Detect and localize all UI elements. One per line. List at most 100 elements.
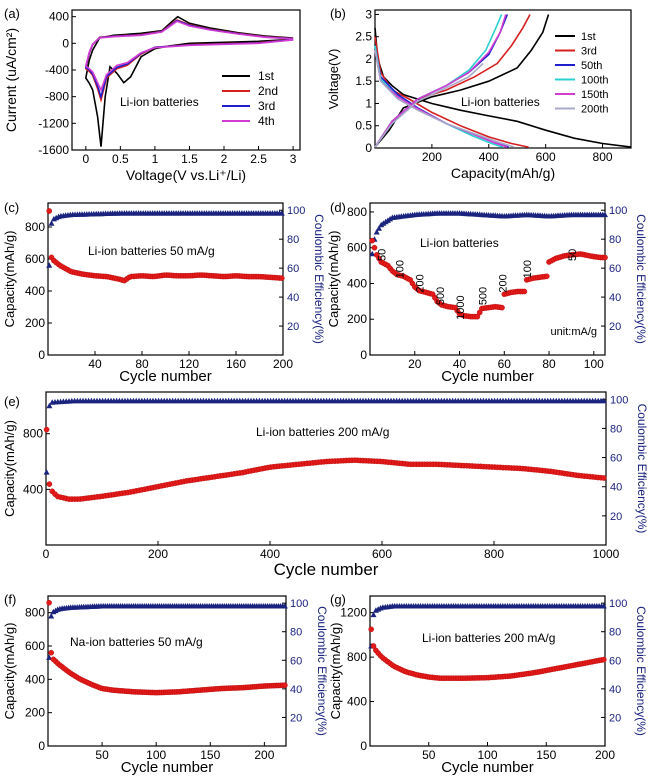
efficiency-marker: [600, 603, 607, 609]
panel-f: (f)50 100 150 200020040060080020406080100Cy…: [2, 592, 329, 776]
rate-label: 200: [498, 274, 510, 292]
rate-label: 100: [522, 260, 534, 278]
y2-axis-label: Coulombic Efficiency(%): [315, 606, 329, 736]
y2-tick-label: 80: [609, 627, 621, 639]
legend-label: 200th: [581, 104, 609, 116]
y-tick-label: 0: [38, 348, 45, 362]
y-tick-label: 2.5: [355, 30, 372, 44]
annotation: Li-ion batteries 50 mA/g: [88, 244, 215, 258]
x-tick-label: 200: [148, 547, 168, 561]
capacity-marker: [43, 426, 50, 433]
x-axis-label: Cycle number: [274, 560, 379, 579]
y2-tick-label: 80: [609, 234, 621, 246]
x-tick-label: 120: [179, 357, 199, 371]
charge-curve-200th: [374, 62, 484, 148]
x-tick-label: 800: [593, 150, 613, 164]
y-tick-label: 0: [360, 739, 367, 753]
legend-label: 1st: [258, 69, 275, 83]
y2-tick-label: 60: [609, 263, 621, 275]
x-tick-label: 100: [477, 748, 497, 762]
efficiency-marker: [48, 613, 55, 619]
y-tick-label: 600: [347, 241, 367, 255]
charge-curve-100th: [374, 14, 503, 148]
x-tick-label: 2.5: [250, 152, 267, 166]
y-axis-label: Capacity(mAh/g): [2, 231, 17, 328]
x-axis-label: Cycle number: [441, 368, 534, 385]
y2-tick-label: 100: [287, 205, 305, 217]
efficiency-marker: [46, 402, 53, 409]
capacity-marker: [499, 304, 505, 311]
plot-frame: [45, 391, 607, 546]
y-tick-label: -1600: [38, 143, 69, 157]
y2-tick-label: 80: [610, 423, 622, 435]
x-tick-label: 60: [498, 357, 512, 371]
y2-tick-label: 60: [610, 453, 622, 465]
x-axis-label: Cycle number: [121, 759, 214, 776]
y-tick-label: 200: [347, 312, 367, 326]
efficiency-marker: [46, 654, 53, 660]
y-tick-label: 400: [25, 672, 45, 686]
x-tick-label: 600: [372, 547, 392, 561]
y-tick-label: 800: [23, 427, 43, 441]
x-tick-label: 40: [453, 357, 467, 371]
x-tick-label: 0.5: [112, 152, 129, 166]
rate-label: 1000: [455, 295, 467, 319]
x-tick-label: 200: [595, 748, 615, 762]
efficiency-marker: [369, 250, 376, 257]
y-axis-label: Capacity(mAh/g): [328, 623, 343, 720]
y2-tick-label: 40: [287, 292, 299, 304]
y-tick-label: 0: [62, 36, 69, 50]
capacity-marker: [282, 682, 288, 689]
y-tick-label: 800: [25, 606, 45, 620]
y2-tick-label: 80: [290, 627, 302, 639]
y-axis-label: Voltage(V): [326, 49, 341, 110]
y2-tick-label: 80: [287, 234, 299, 246]
y-tick-label: 600: [25, 252, 45, 266]
x-axis-label: Capacity(mAh/g): [451, 165, 555, 181]
legend-label: 50th: [581, 60, 602, 72]
y2-axis-label: Coulombic Efficiency(%): [634, 214, 648, 344]
y-tick-label: 400: [347, 695, 367, 709]
y2-tick-label: 60: [287, 263, 299, 275]
x-tick-label: 2: [221, 152, 228, 166]
unit-label: unit:mA/g: [551, 326, 597, 338]
y-tick-label: 1.5: [355, 74, 372, 88]
capacity-marker: [544, 273, 550, 280]
y-tick-label: 800: [347, 650, 367, 664]
efficiency-marker: [46, 262, 53, 268]
x-tick-label: 50: [422, 748, 436, 762]
y-axis-label: Capacity(mAh/g): [2, 623, 17, 720]
y-tick-label: 2: [365, 52, 372, 66]
x-axis-label: Cycle number: [441, 759, 534, 776]
efficiency-marker: [43, 469, 50, 475]
capacity-marker: [602, 254, 608, 261]
plot-frame: [374, 9, 632, 149]
y-axis-label: Capacity(mAh/g): [326, 231, 341, 328]
y2-tick-label: 100: [609, 205, 627, 217]
efficiency-marker: [602, 211, 608, 218]
y-tick-label: 1: [365, 96, 372, 110]
panel-label: (c): [4, 200, 19, 215]
annotation: Li-ion batteries 200 mA/g: [422, 631, 555, 645]
y-tick-label: 0: [38, 739, 45, 753]
y2-tick-label: 100: [609, 598, 627, 610]
panel-label: (d): [330, 200, 346, 215]
x-axis-label: Cycle number: [119, 368, 212, 385]
capacity-marker: [371, 244, 378, 251]
plot-frame: [71, 9, 301, 151]
panel-c: (c) 40 80 120 160 200 0 200 400 600 800 20 40 60 80 100…: [2, 200, 326, 385]
y2-tick-label: 20: [287, 321, 299, 333]
y2-tick-label: 20: [290, 712, 302, 724]
rate-label: 200: [415, 274, 427, 292]
y2-tick-label: 20: [609, 712, 621, 724]
capacity-marker: [46, 208, 53, 214]
x-tick-label: 80: [135, 357, 149, 371]
panel-g: (g)50 100 150 2000400800120020406080100Cycl…: [328, 592, 648, 776]
x-tick-label: 1000: [593, 547, 620, 561]
x-tick-label: 400: [260, 547, 280, 561]
rate-label: 500: [435, 287, 447, 305]
legend-label: 150th: [581, 89, 609, 101]
discharge-curve-200th: [374, 49, 515, 148]
y-tick-label: -1200: [38, 116, 69, 130]
